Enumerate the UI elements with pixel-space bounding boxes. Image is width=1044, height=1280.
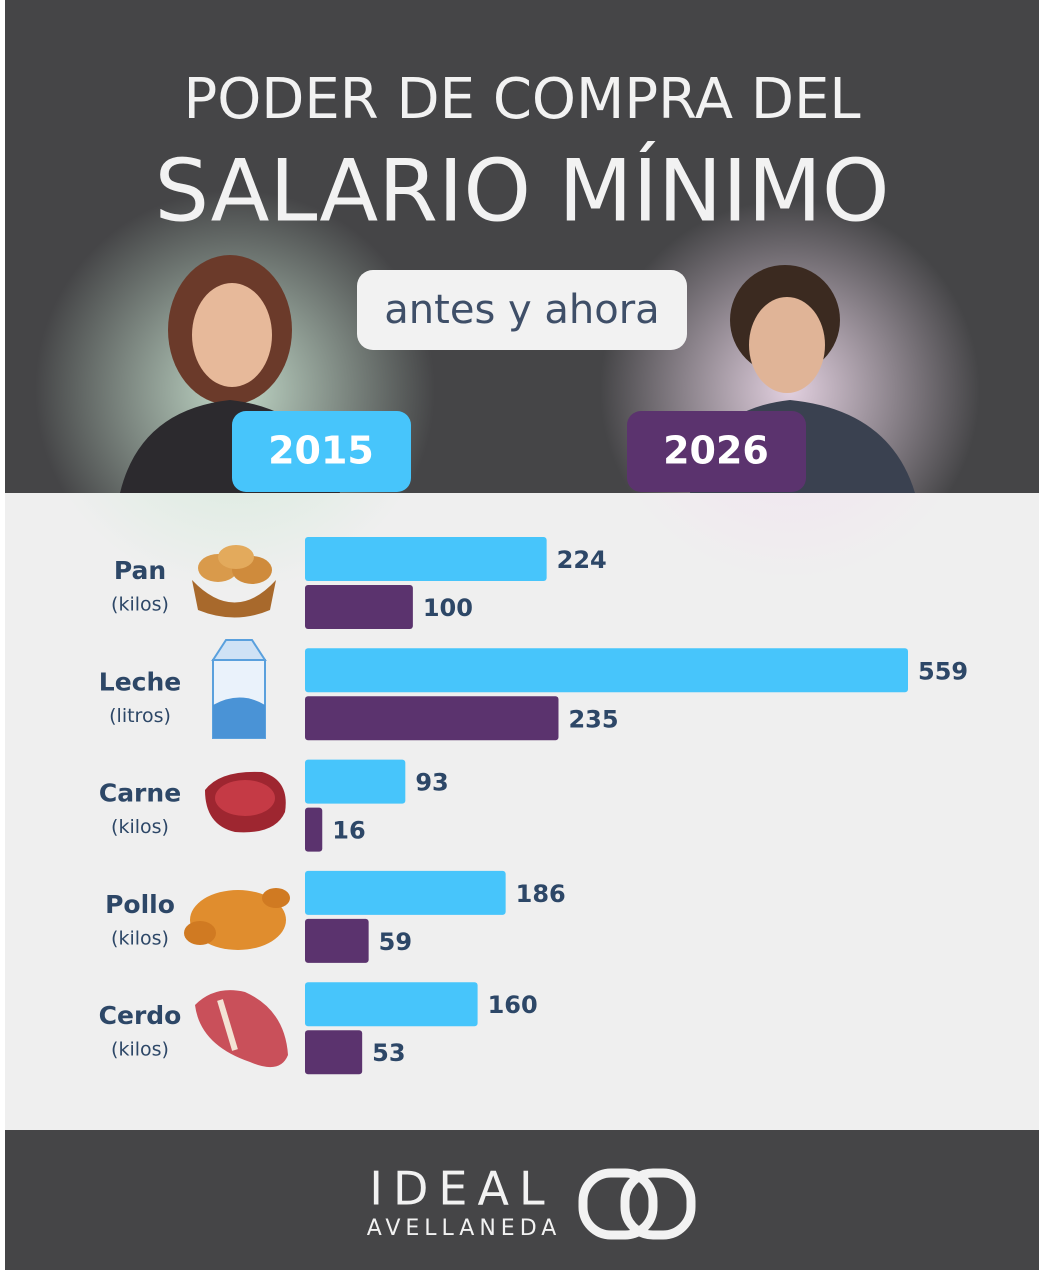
value-label: 559 <box>918 657 968 685</box>
bar <box>305 696 559 741</box>
value-label: 93 <box>415 769 448 797</box>
icon-chicken <box>184 888 290 950</box>
bar <box>305 982 478 1027</box>
value-label: 186 <box>516 880 566 908</box>
legend-badge <box>232 411 411 492</box>
value-label: 16 <box>332 817 365 845</box>
category-label: Cerdo <box>99 1001 182 1030</box>
footer-bg <box>5 1130 1039 1270</box>
value-label: 235 <box>568 705 618 733</box>
title-line: SALARIO MÍNIMO <box>154 140 889 241</box>
bar <box>305 1030 363 1075</box>
bar <box>305 759 406 804</box>
icon-pork <box>195 990 288 1068</box>
portrait-left <box>35 190 435 590</box>
value-label: 59 <box>379 928 412 956</box>
category-unit: (kilos) <box>111 1039 169 1061</box>
category-label: Pan <box>114 556 166 585</box>
bar <box>305 648 908 693</box>
logo-mark <box>578 1168 696 1240</box>
value-label: 53 <box>372 1039 405 1067</box>
bar <box>305 537 547 581</box>
category-label: Pollo <box>105 890 175 919</box>
bar <box>305 918 369 963</box>
brand-place: AVELLANEDA <box>367 1216 562 1241</box>
legend-label: 2015 <box>268 429 374 473</box>
category-unit: (kilos) <box>111 594 169 616</box>
chart-bg <box>5 493 1039 1130</box>
category-label: Carne <box>99 779 181 808</box>
icon-milk <box>211 639 267 739</box>
value-label: 100 <box>423 594 473 622</box>
legend-badge <box>627 411 806 492</box>
title-line: PODER DE COMPRA DEL <box>183 67 860 132</box>
icon-bread <box>192 545 276 618</box>
category-unit: (litros) <box>109 705 171 727</box>
category-unit: (kilos) <box>111 816 169 838</box>
value-label: 224 <box>557 546 607 574</box>
legend-label: 2026 <box>663 429 769 473</box>
value-label: 160 <box>488 991 538 1019</box>
category-label: Leche <box>99 667 181 696</box>
bar <box>305 870 506 915</box>
bar <box>305 807 323 852</box>
brand-name: IDEAL <box>369 1162 554 1216</box>
subtitle-box <box>357 270 687 350</box>
category-unit: (kilos) <box>111 927 169 949</box>
bar <box>305 585 413 629</box>
icon-beef <box>205 771 286 833</box>
subtitle: antes y ahora <box>384 287 659 333</box>
portrait-right <box>600 200 980 580</box>
